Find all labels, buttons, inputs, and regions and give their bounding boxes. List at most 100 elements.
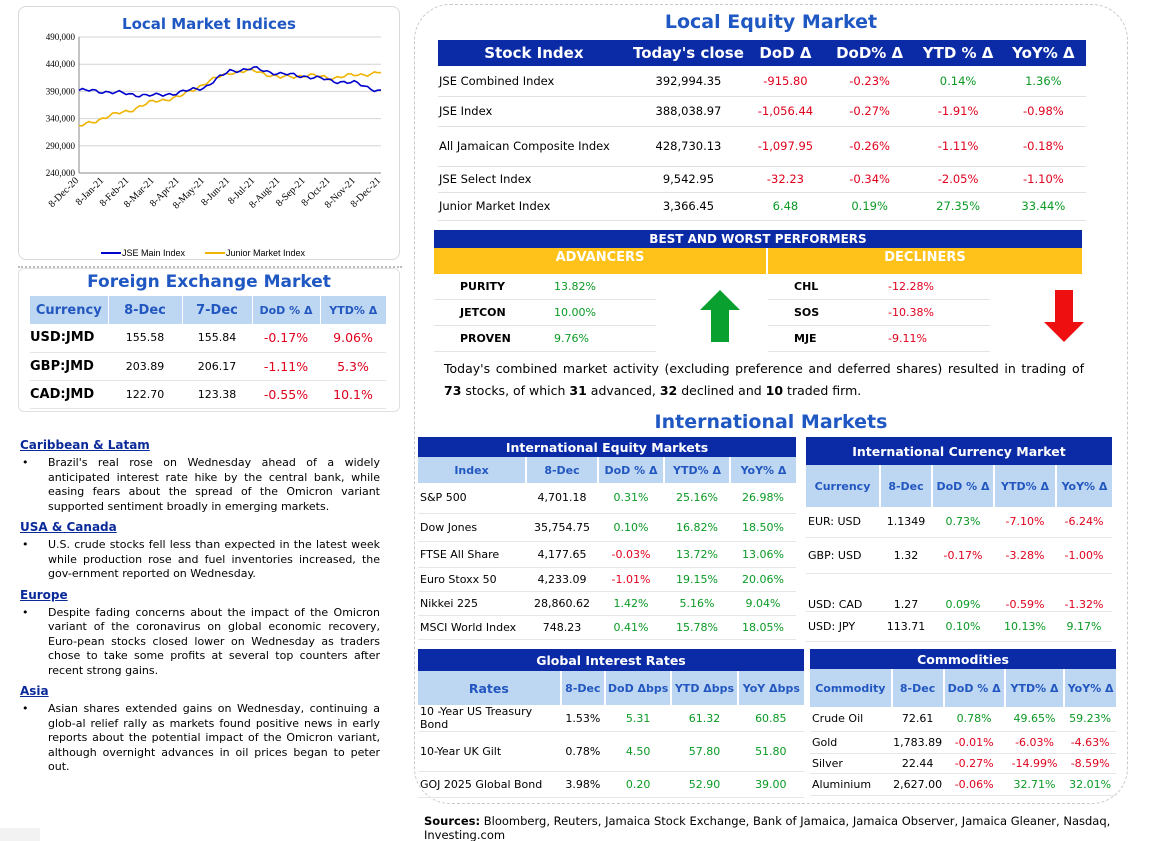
commodities-cell: Silver bbox=[810, 753, 892, 774]
rates-header-row: Rates 8-Dec DoD Δbps YTD Δbps YoY Δbps bbox=[418, 671, 804, 705]
news-text: Asian shares extended gains on Wednesday… bbox=[48, 702, 380, 773]
commodities-cell: -0.01% bbox=[943, 731, 1005, 754]
commodities-cell: 49.65% bbox=[1004, 707, 1065, 732]
summary-text-1: Today's combined market activity (exclud… bbox=[444, 361, 1084, 376]
commodities-cell: Gold bbox=[810, 731, 892, 754]
rates-header-cell: Rates bbox=[418, 671, 561, 705]
y-tick-label: 340,000 bbox=[46, 114, 76, 124]
commodities-cell: 32.71% bbox=[1004, 773, 1065, 796]
y-tick-label: 290,000 bbox=[46, 141, 76, 151]
intl_equity-header-row: Index 8-Dec DoD % Δ YTD% Δ YoY% Δ bbox=[418, 457, 796, 483]
intl_equity-cell: 13.06% bbox=[730, 541, 796, 568]
local-equity-cell: All Jamaican Composite Index bbox=[438, 126, 630, 167]
rates-cell: 0.78% bbox=[560, 731, 605, 772]
advancers-label: ADVANCERS bbox=[434, 248, 766, 274]
fx-cell: 9.06% bbox=[320, 324, 386, 353]
right-panel bbox=[414, 4, 1128, 804]
commodities-title-row: Commodities bbox=[810, 649, 1116, 669]
rates-cell: 39.00 bbox=[737, 771, 804, 798]
local-equity-header-cell: Stock Index bbox=[484, 44, 584, 62]
summary-text-2: stocks, of which bbox=[461, 383, 570, 398]
advancers-list: PURITY 13.82% JETCON 10.00% PROVEN 9.76% bbox=[434, 274, 656, 352]
local-equity-cell: -0.23% bbox=[823, 66, 916, 97]
commodities-header-cell: DoD % Δ bbox=[942, 669, 1005, 707]
intl_currency-cell: EUR: USD bbox=[806, 507, 880, 538]
intl_equity-row: Nikkei 225 28,860.62 1.42% 5.16% 9.04% bbox=[418, 591, 796, 616]
commodities-cell: -8.59% bbox=[1064, 753, 1116, 774]
intl_equity-cell: S&P 500 bbox=[418, 483, 526, 514]
rates-cell: 60.85 bbox=[737, 705, 804, 732]
intl_currency-cell: 1.1349 bbox=[880, 507, 932, 538]
intl_equity-row: Euro Stoxx 50 4,233.09 -1.01% 19.15% 20.06% bbox=[418, 567, 796, 592]
rates-cell: 0.20 bbox=[604, 771, 672, 798]
rates-header-cell: DoD Δbps bbox=[603, 671, 672, 705]
intl_equity-header-cell: DoD % Δ bbox=[597, 457, 664, 483]
fx-header-row: Currency 8-Dec 7-Dec DoD % Δ YTD% Δ bbox=[30, 296, 386, 324]
commodities-cell: -14.99% bbox=[1004, 753, 1065, 774]
fx-cell: 206.17 bbox=[182, 352, 252, 381]
commodities-header-cell: Commodity bbox=[810, 669, 892, 707]
intl_currency-header-row: Currency 8-Dec DoD % Δ YTD% Δ YoY% Δ bbox=[806, 465, 1112, 507]
local-equity-row: JSE Select Index 9,542.95 -32.23 -0.34% -2.0… bbox=[438, 166, 1086, 193]
performer-symbol: PROVEN bbox=[460, 332, 511, 345]
intl_currency-cell: 9.17% bbox=[1056, 611, 1112, 642]
news-bullet: • U.S. crude stocks fell less than expect… bbox=[20, 538, 380, 582]
commodities-row: Silver 22.44 -0.27% -14.99% -8.59% bbox=[810, 753, 1116, 774]
x-tick-label: 8-Dec-20 bbox=[47, 175, 81, 209]
intl_currency-cell: -0.17% bbox=[932, 537, 994, 574]
local-equity-cell: -1,056.44 bbox=[747, 96, 824, 127]
intl_equity-cell: 1.42% bbox=[598, 591, 664, 616]
advancer-row: PURITY 13.82% bbox=[434, 274, 656, 300]
rates-title: Global Interest Rates bbox=[418, 649, 804, 671]
fx-cell: 155.58 bbox=[108, 324, 182, 353]
sources-label: Sources: bbox=[424, 814, 481, 828]
commodities-cell: Aluminium bbox=[810, 773, 892, 796]
bullet-icon: • bbox=[22, 538, 29, 551]
performer-change: 13.82% bbox=[554, 280, 596, 293]
rates-row: GOJ 2025 Global Bond 3.98% 0.20 52.90 39.00 bbox=[418, 771, 804, 798]
local-equity-cell: JSE Index bbox=[438, 96, 630, 127]
intl_equity-row: Dow Jones 35,754.75 0.10% 16.82% 18.50% bbox=[418, 513, 796, 542]
rates-cell: 10-Year UK Gilt bbox=[418, 731, 561, 772]
intl_equity-cell: Dow Jones bbox=[418, 513, 526, 542]
news-text: U.S. crude stocks fell less than expecte… bbox=[48, 538, 380, 580]
intl_equity-title-row: International Equity Markets bbox=[418, 437, 796, 457]
fx-header-cell: Currency bbox=[30, 296, 108, 324]
commodities-cell: 1,783.89 bbox=[891, 731, 944, 754]
local-equity-cell: JSE Select Index bbox=[438, 166, 630, 193]
local-equity-cell: -1,097.95 bbox=[747, 126, 824, 167]
news-bullet: • Asian shares extended gains on Wednesda… bbox=[20, 702, 380, 775]
rates-cell: 52.90 bbox=[671, 771, 738, 798]
y-tick-label: 240,000 bbox=[46, 168, 76, 178]
rates-cell: 10 -Year US Treasury Bond bbox=[418, 705, 561, 732]
intl_currency-row: USD: JPY 113.71 0.10% 10.13% 9.17% bbox=[806, 611, 1112, 642]
rates-header-cell: YoY Δbps bbox=[736, 671, 804, 705]
local-equity-header-row: Stock Index Today's close DoD Δ DoD% Δ YTD %… bbox=[438, 40, 1086, 66]
local-equity-header-cell: YoY% Δ bbox=[1012, 44, 1075, 62]
performer-change: -9.11% bbox=[888, 332, 927, 345]
intl_equity-cell: 18.05% bbox=[730, 615, 796, 640]
intl_equity-cell: 0.10% bbox=[598, 513, 664, 542]
rates-cell: GOJ 2025 Global Bond bbox=[418, 771, 561, 798]
fx-row: CAD:JMD 122.70 123.38 -0.55% 10.1% bbox=[30, 380, 386, 409]
intl_currency-row: EUR: USD 1.1349 0.73% -7.10% -6.24% bbox=[806, 507, 1112, 538]
local-equity-cell: 388,038.97 bbox=[629, 96, 748, 127]
news-bullet: • Brazil's real rose on Wednesday ahead o… bbox=[20, 456, 380, 514]
y-tick-label: 440,000 bbox=[46, 59, 76, 69]
local-equity-title: Local Equity Market bbox=[664, 11, 878, 33]
intl_equity-header-cell: Index bbox=[418, 457, 526, 483]
local-equity-cell: -915.80 bbox=[747, 66, 824, 97]
bullet-icon: • bbox=[22, 456, 29, 469]
intl_equity-cell: 748.23 bbox=[526, 615, 598, 640]
decliner-row: SOS -10.38% bbox=[768, 300, 990, 326]
decliner-row: CHL -12.28% bbox=[768, 274, 990, 300]
commodities-cell: 59.23% bbox=[1064, 707, 1116, 732]
interest-rates-table: Global Interest Rates Rates 8-Dec DoD Δbps Y… bbox=[418, 649, 804, 798]
commodities-cell: 32.01% bbox=[1064, 773, 1116, 796]
intl_equity-row: S&P 500 4,701.18 0.31% 25.16% 26.98% bbox=[418, 483, 796, 514]
performer-symbol: MJE bbox=[794, 332, 817, 345]
intl_currency-cell: -1.32% bbox=[1056, 573, 1112, 612]
fx-cell: 5.3% bbox=[320, 352, 386, 381]
fx-cell: USD:JMD bbox=[30, 324, 108, 353]
y-tick-label: 490,000 bbox=[46, 32, 76, 42]
